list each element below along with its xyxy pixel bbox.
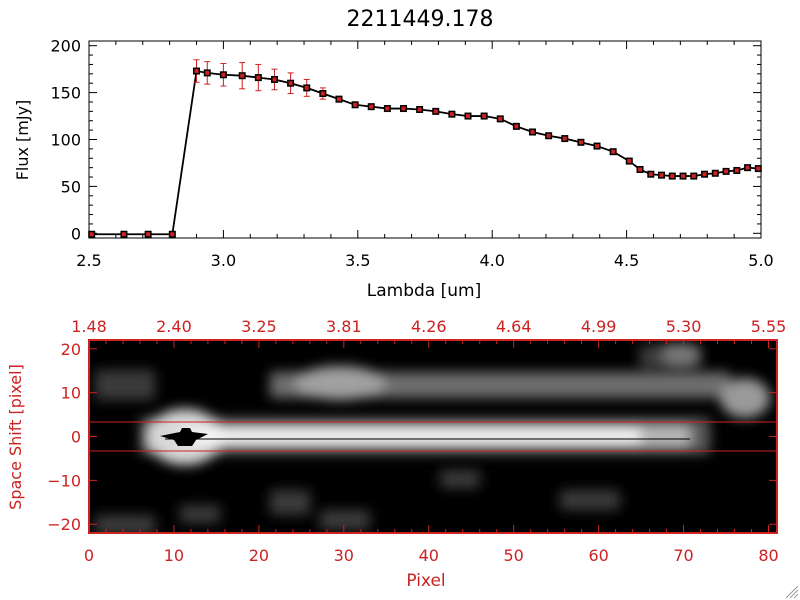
data-point	[681, 174, 686, 179]
data-point	[272, 77, 277, 82]
secondary-trace	[270, 345, 770, 418]
y-tick-label: 150	[50, 84, 81, 103]
heatmap-top-tick-label: 2.40	[156, 317, 192, 336]
x-tick-label: 3.0	[211, 251, 236, 270]
heatmap-x-tick-label: 80	[758, 546, 778, 565]
data-point	[713, 171, 718, 176]
plot-frame	[88, 40, 762, 239]
heatmap-image	[89, 340, 777, 533]
series-line	[91, 69, 759, 236]
data-point	[745, 165, 750, 170]
heatmap-top-tick-label: 1.48	[71, 317, 107, 336]
data-point	[498, 116, 503, 121]
chart-title: 2211449.178	[347, 7, 494, 32]
y-tick-label: 100	[50, 131, 81, 150]
x-tick-label: 3.5	[345, 251, 370, 270]
data-point	[562, 136, 567, 141]
data-point	[256, 75, 261, 80]
heatmap-top-tick-label: 3.81	[326, 317, 362, 336]
x-tick-label: 4.0	[479, 251, 504, 270]
data-point	[221, 72, 226, 77]
data-point	[734, 168, 739, 173]
heatmap-top-tick-label: 5.55	[751, 317, 787, 336]
core-marker	[160, 428, 208, 446]
heatmap-x-tick-label: 70	[673, 546, 693, 565]
heatmap-x-tick-label: 30	[334, 546, 354, 565]
y-axis-label: Flux [mJy]	[13, 100, 32, 181]
x-axis-label: Lambda [um]	[367, 281, 481, 301]
data-point	[648, 172, 653, 177]
heatmap-axes: 0 1.48 10 2.40 20 3.25 30 3.81 40 4.26 50 4.64 60 4.9…	[47, 317, 786, 565]
data-point	[320, 91, 325, 96]
data-point	[170, 232, 175, 237]
data-point	[304, 85, 309, 90]
heatmap-y-tick-label: 20	[61, 340, 81, 359]
data-point	[659, 173, 664, 178]
data-point	[756, 166, 761, 171]
data-point	[638, 167, 643, 172]
data-point	[724, 169, 729, 174]
heatmap-top-tick-label: 4.99	[581, 317, 617, 336]
y-tick-label: 200	[50, 37, 81, 56]
data-point	[482, 114, 487, 119]
data-point	[121, 232, 126, 237]
heatmap-x-tick-label: 40	[419, 546, 439, 565]
data-point	[369, 104, 374, 109]
heatmap-x-tick-label: 20	[249, 546, 269, 565]
y-tick-label: 50	[61, 177, 81, 196]
data-point	[595, 144, 600, 149]
heatmap-x-axis-label: Pixel	[406, 571, 445, 591]
x-tick-label: 4.5	[614, 251, 639, 270]
data-point	[353, 102, 358, 107]
spectrum-axes: 2.5 3.0 3.5 4.0 4.5 5.0 0 50 100 150 200	[50, 37, 773, 270]
data-point	[466, 114, 471, 119]
heatmap-top-tick-label: 4.64	[496, 317, 532, 336]
heatmap-x-tick-label: 60	[588, 546, 608, 565]
data-point	[546, 133, 551, 138]
resize-grip-icon[interactable]	[785, 585, 799, 599]
data-point	[288, 81, 293, 86]
spectrum-series	[88, 59, 762, 238]
heatmap-x-tick-label: 0	[84, 546, 94, 565]
heatmap-y-tick-label: 0	[71, 428, 81, 447]
data-point	[530, 129, 535, 134]
heatmap-x-tick-label: 50	[504, 546, 524, 565]
heatmap-top-tick-label: 4.26	[411, 317, 447, 336]
heatmap-y-tick-label: −10	[47, 471, 81, 490]
heatmap-y-axis-label: Space Shift [pixel]	[6, 364, 25, 510]
data-point	[433, 109, 438, 114]
x-tick-label: 2.5	[76, 251, 101, 270]
data-point	[611, 149, 616, 154]
heatmap-top-tick-label: 3.25	[241, 317, 277, 336]
main-trace	[140, 409, 710, 465]
heatmap-y-tick-label: 10	[61, 384, 81, 403]
spectrum-panel: 2211449.178 2.5 3.0 3.5 4.0 4.5 5.00501001502…	[13, 7, 774, 301]
data-point	[146, 232, 151, 237]
data-point	[205, 70, 210, 75]
x-tick-label: 5.0	[748, 251, 773, 270]
data-point	[702, 172, 707, 177]
heatmap-top-tick-label: 5.30	[666, 317, 702, 336]
data-point	[691, 174, 696, 179]
data-point	[627, 159, 632, 164]
y-tick-label: 0	[71, 224, 81, 243]
data-point	[89, 232, 94, 237]
data-point	[240, 73, 245, 78]
heatmap-x-tick-label: 10	[164, 546, 184, 565]
data-point	[385, 106, 390, 111]
data-point	[417, 107, 422, 112]
heatmap-panel: 0 1.48 10 2.40 20 3.25 30 3.81 40 4.26 50 4.64 60 4.9…	[6, 317, 786, 591]
data-point	[336, 97, 341, 102]
data-point	[578, 140, 583, 145]
heatmap-y-tick-label: −20	[47, 515, 81, 534]
data-point	[194, 69, 199, 74]
data-point	[514, 124, 519, 129]
data-point	[449, 112, 454, 117]
data-point	[670, 174, 675, 179]
data-point	[401, 106, 406, 111]
